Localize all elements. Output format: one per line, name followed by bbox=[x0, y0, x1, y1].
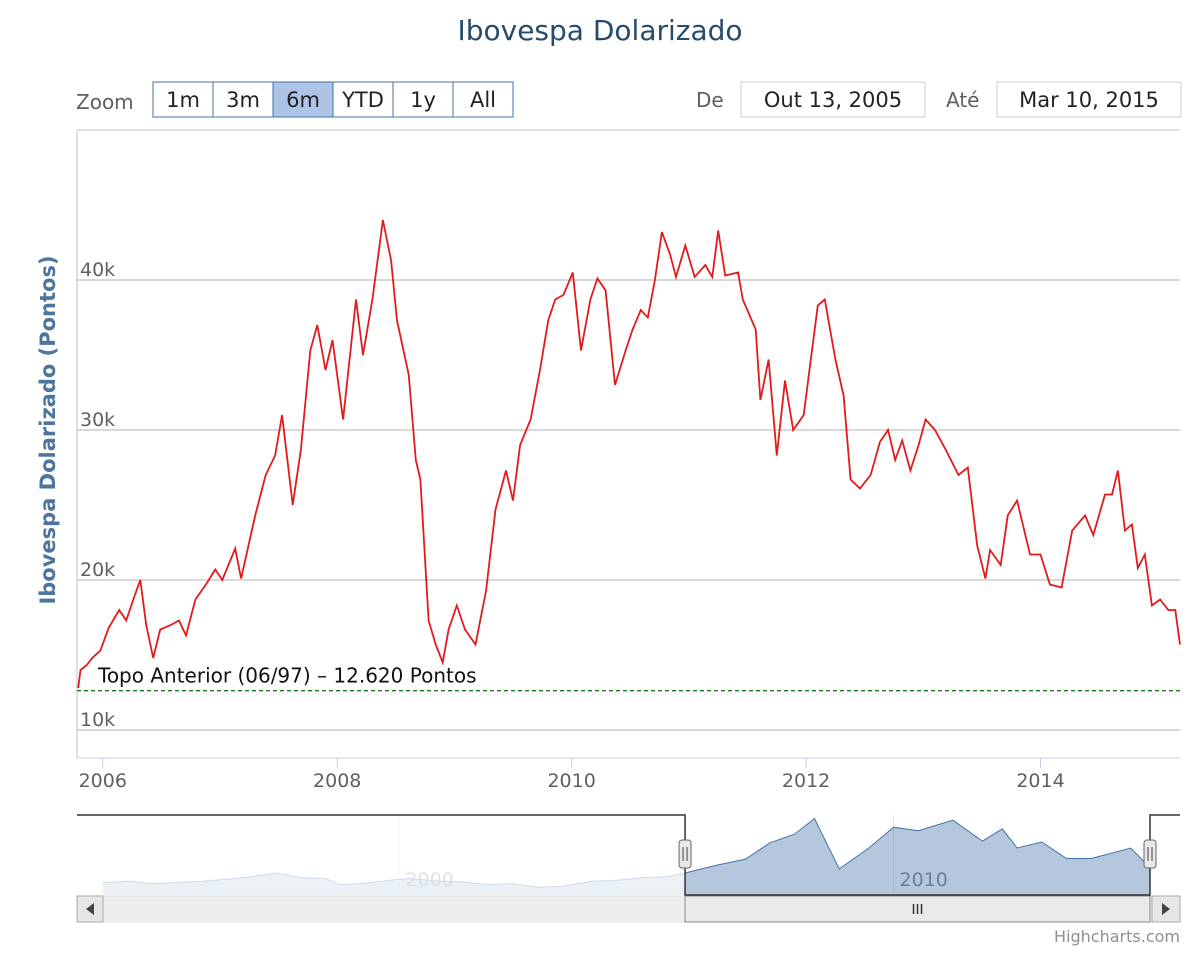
zoom-button[interactable] bbox=[212, 81, 274, 118]
x-tick-label: 2012 bbox=[782, 770, 830, 792]
chart-title: Ibovespa Dolarizado bbox=[457, 14, 742, 47]
navigator-tick-label: 2010 bbox=[900, 869, 948, 891]
from-value[interactable]: Out 13, 2005 bbox=[764, 88, 902, 112]
x-tick-label: 2014 bbox=[1016, 770, 1064, 792]
navigator-outline bbox=[77, 814, 1180, 896]
navigator-handle[interactable] bbox=[1143, 839, 1157, 869]
from-label: De bbox=[696, 88, 724, 112]
handle-grip bbox=[1147, 847, 1153, 861]
zoom-button-label[interactable]: YTD bbox=[341, 88, 384, 112]
navigator-area bbox=[103, 818, 1150, 895]
zoom-button[interactable] bbox=[332, 81, 394, 118]
credits[interactable]: Highcharts.com bbox=[1054, 927, 1180, 946]
data-line bbox=[77, 219, 1181, 689]
x-tick-label: 2006 bbox=[79, 770, 127, 792]
zoom-button-label[interactable]: 6m bbox=[286, 88, 320, 112]
zoom-button-label[interactable]: 1y bbox=[410, 88, 436, 112]
navigator-handle[interactable] bbox=[678, 839, 692, 869]
handle-grip bbox=[682, 847, 688, 861]
zoom-label: Zoom bbox=[76, 90, 134, 114]
x-tick-label: 2008 bbox=[313, 770, 361, 792]
x-tick-label: 2010 bbox=[547, 770, 595, 792]
y-tick-label: 40k bbox=[80, 259, 115, 281]
zoom-button-label[interactable]: 3m bbox=[226, 88, 260, 112]
scrollbar-grip bbox=[912, 904, 923, 914]
to-input[interactable] bbox=[996, 81, 1182, 118]
y-tick-label: 30k bbox=[80, 409, 115, 431]
plot-line-label: Topo Anterior (06/97) – 12.620 Pontos bbox=[97, 664, 477, 688]
y-tick-label: 20k bbox=[80, 559, 115, 581]
zoom-button-label[interactable]: All bbox=[470, 88, 496, 112]
zoom-button[interactable] bbox=[452, 81, 514, 118]
scroll-left-arrow bbox=[86, 903, 94, 915]
to-value[interactable]: Mar 10, 2015 bbox=[1019, 88, 1159, 112]
scroll-right-arrow bbox=[1162, 903, 1170, 915]
from-input[interactable] bbox=[740, 81, 926, 118]
y-axis-title: Ibovespa Dolarizado (Pontos) bbox=[36, 255, 60, 604]
to-label: Até bbox=[946, 88, 979, 112]
navigator-mask bbox=[77, 815, 686, 895]
y-tick-label: 10k bbox=[80, 709, 115, 731]
zoom-button-label[interactable]: 1m bbox=[166, 88, 200, 112]
